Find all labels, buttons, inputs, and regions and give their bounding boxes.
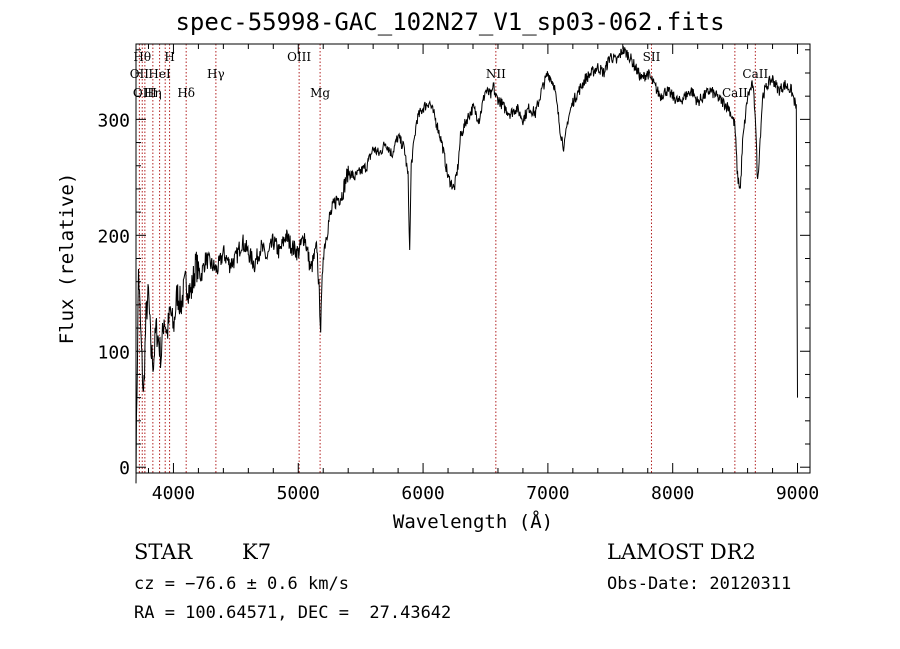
x-tick-label: 8000 <box>651 483 694 504</box>
chart-title: spec-55998-GAC_102N27_V1_sp03-062.fits <box>175 8 725 36</box>
y-tick-label: 0 <box>119 458 130 479</box>
y-axis-label: Flux (relative) <box>56 173 78 345</box>
object-class: STAR <box>134 540 193 564</box>
reference-line-label: CaII <box>742 67 768 81</box>
x-tick-label: 7000 <box>526 483 569 504</box>
x-tick-label: 6000 <box>401 483 444 504</box>
spectrum-series-line <box>135 46 798 484</box>
reference-line-label: OIII <box>287 50 311 64</box>
reference-line-label: Hη <box>144 86 162 100</box>
reference-line-label: Hθ <box>133 50 151 64</box>
reference-line-label: Mg <box>310 86 330 100</box>
x-axis-label: Wavelength (Å) <box>393 510 553 533</box>
sky-coordinates: RA = 100.64571, DEC = 27.43642 <box>134 603 452 623</box>
reference-line-label: Hδ <box>177 86 195 100</box>
redshift-velocity: cz = −76.6 ± 0.6 km/s <box>134 574 349 594</box>
observation-date: Obs-Date: 20120311 <box>607 574 792 594</box>
x-tick-label: 4000 <box>152 483 195 504</box>
x-tick-label: 5000 <box>277 483 320 504</box>
y-tick-label: 200 <box>97 226 130 247</box>
x-tick-label: 9000 <box>776 483 819 504</box>
axis-ticks: 4000 5000 6000 7000 8000 9000 0 100 200 300 <box>97 44 819 504</box>
reference-line-label: HeI <box>148 67 171 81</box>
survey-name: LAMOST DR2 <box>607 540 756 564</box>
subclass: K7 <box>242 540 272 564</box>
reference-line-label: CaII <box>722 86 748 100</box>
reference-line-label: H <box>164 50 174 64</box>
y-tick-label: 300 <box>97 110 130 131</box>
y-tick-label: 100 <box>97 342 130 363</box>
reference-line-label: NII <box>486 67 506 81</box>
reference-line-label: Hγ <box>207 67 225 81</box>
reference-line-group <box>138 44 756 473</box>
reference-line-label: SII <box>643 50 661 64</box>
reference-line-label: OII <box>130 67 150 81</box>
